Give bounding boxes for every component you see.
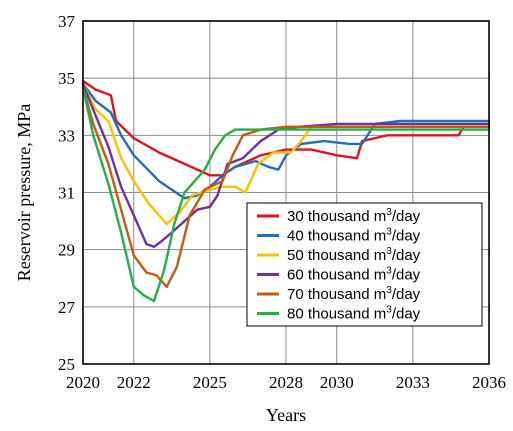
series-layer (81, 79, 491, 303)
x-tick-label: 2025 (193, 373, 227, 392)
x-tick-label: 2036 (472, 373, 506, 392)
y-tick-label: 33 (58, 126, 75, 145)
legend-label: 80 thousand m3/day (287, 305, 421, 323)
series-line-1 (81, 79, 491, 177)
series-line-2 (81, 82, 491, 200)
plot-frame (82, 20, 490, 365)
y-tick-label: 27 (58, 298, 76, 317)
legend-label: 40 thousand m3/day (287, 227, 421, 245)
legend-label: 30 thousand m3/day (287, 207, 421, 225)
x-tick-label: 2022 (117, 373, 151, 392)
legend-label: 70 thousand m3/day (287, 285, 421, 303)
y-tick-label: 31 (58, 184, 75, 203)
x-tick-label: 2030 (320, 373, 354, 392)
x-axis-title: Years (266, 405, 306, 425)
legend-box (246, 202, 483, 327)
y-tick-label: 35 (58, 69, 75, 88)
legend-label: 60 thousand m3/day (287, 266, 421, 284)
y-tick-label: 37 (58, 12, 76, 31)
series-line-6 (81, 85, 491, 303)
series-line-3 (81, 82, 491, 226)
y-tick-label: 25 (58, 355, 75, 374)
x-tick-label: 2028 (269, 373, 303, 392)
y-tick-label: 29 (58, 241, 75, 260)
legend-label: 50 thousand m3/day (287, 246, 421, 264)
tick-label-layer: 2020 2022 2025 2028 2030 2033 2036 25 27 29 31 33 35… (58, 12, 506, 392)
x-tick-label: 2020 (66, 373, 100, 392)
x-tick-label: 2033 (396, 373, 430, 392)
y-axis-title: Reservoir pressure, MPa (14, 104, 34, 281)
